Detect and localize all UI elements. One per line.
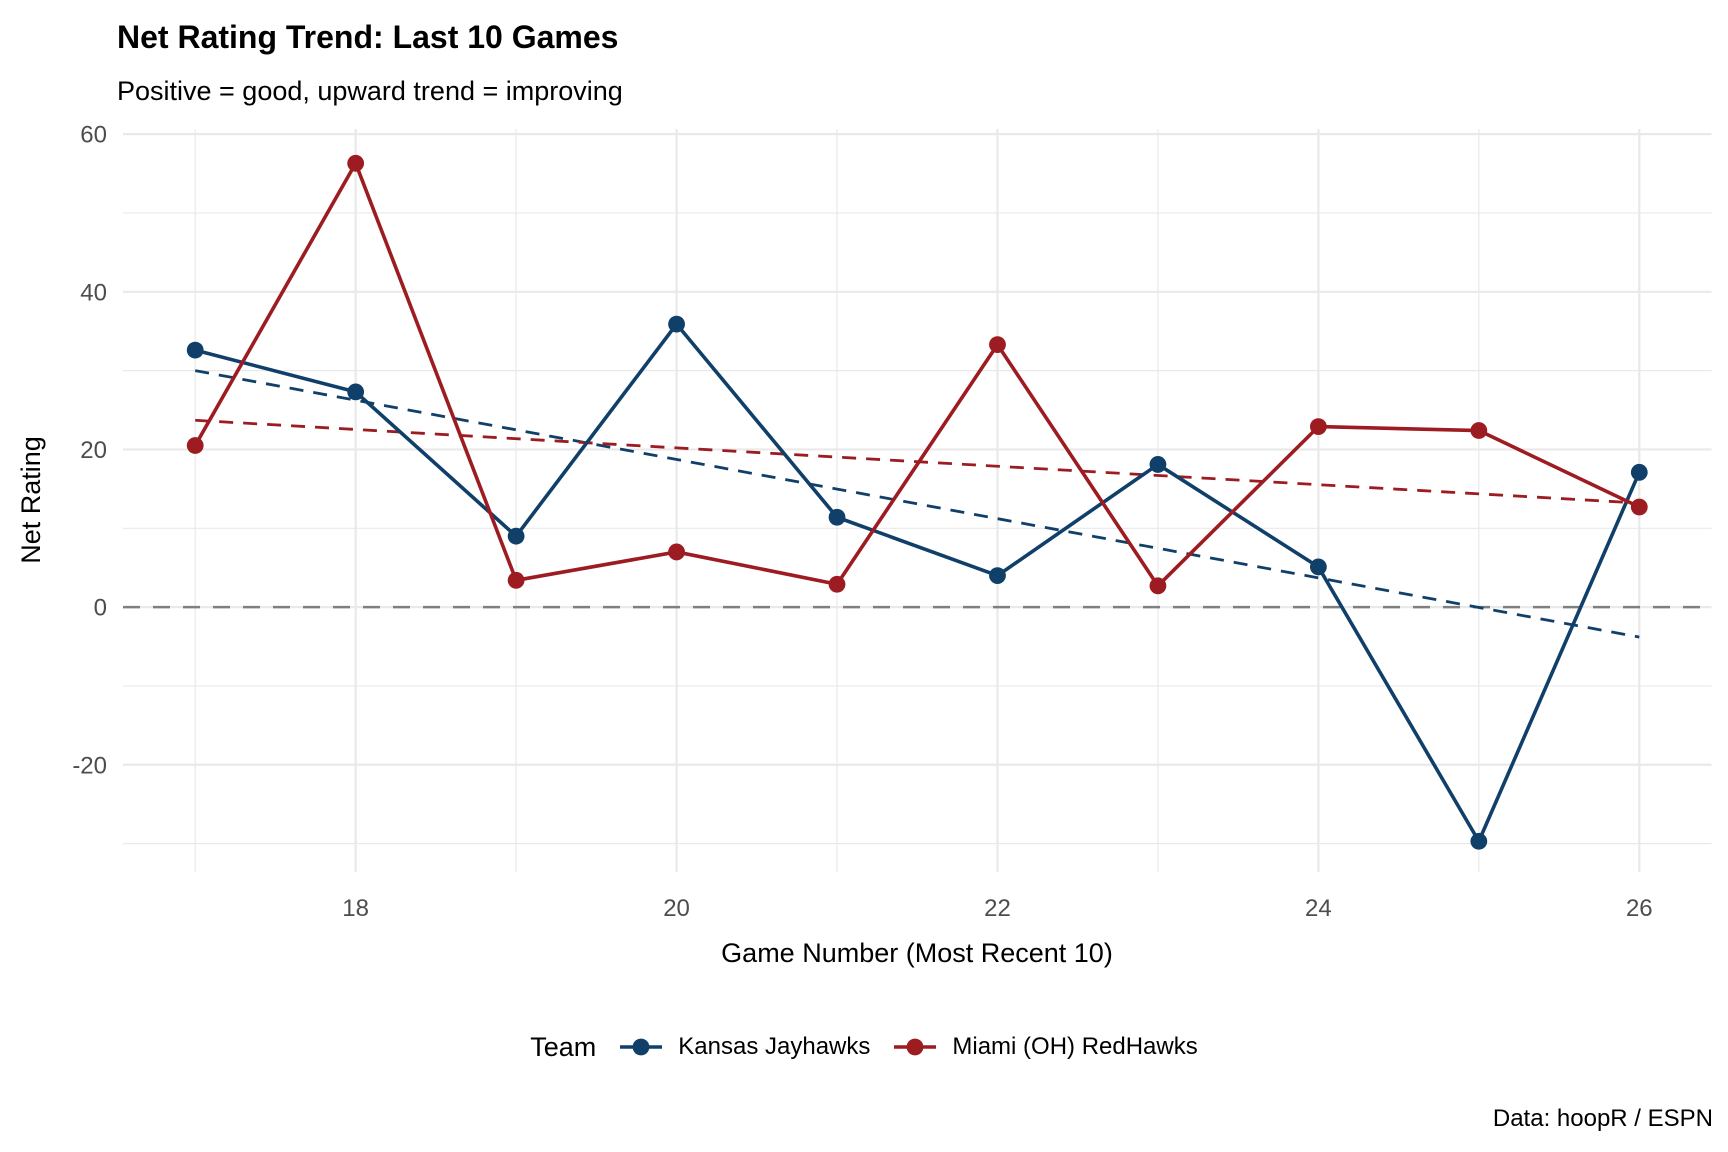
y-tick-label: 40 — [80, 279, 107, 306]
data-point — [828, 575, 846, 593]
data-point — [1630, 463, 1648, 481]
legend-title: Team — [530, 1031, 597, 1062]
trend-line — [194, 369, 1640, 639]
minor-gridlines — [123, 129, 1712, 872]
chart-title: Net Rating Trend: Last 10 Games — [117, 19, 618, 55]
legend-label: Miami (OH) RedHawks — [952, 1033, 1198, 1060]
data-point — [1149, 456, 1167, 473]
y-tick-label: 0 — [94, 595, 107, 622]
data-point — [507, 527, 525, 545]
caption: Data: hoopR / ESPN — [1493, 1105, 1713, 1132]
x-tick-label: 24 — [1305, 895, 1332, 922]
data-point — [989, 336, 1006, 354]
data-point — [186, 437, 204, 454]
series-line — [193, 322, 1642, 844]
y-tick-label: -20 — [72, 752, 107, 779]
legend-key-point — [632, 1038, 650, 1056]
x-axis-tick-labels: 18 20 22 24 26 — [342, 895, 1652, 922]
data-point — [828, 508, 846, 526]
x-tick-label: 18 — [342, 895, 369, 922]
legend-label: Kansas Jayhawks — [678, 1033, 871, 1060]
legend-key-point — [906, 1038, 924, 1056]
series-lines — [193, 161, 1642, 844]
data-point — [507, 571, 525, 589]
data-point — [1309, 418, 1327, 435]
data-point — [1149, 577, 1167, 595]
series-line — [193, 161, 1642, 588]
data-point — [347, 383, 365, 401]
data-point — [347, 154, 365, 172]
trend-lines — [194, 369, 1640, 639]
x-axis-title: Game Number (Most Recent 10) — [721, 938, 1113, 968]
data-point — [1630, 498, 1648, 516]
series-points — [186, 154, 1648, 850]
x-tick-label: 22 — [984, 895, 1011, 922]
legend-item: Kansas Jayhawks — [618, 1029, 870, 1065]
legend-key-icon — [894, 1038, 937, 1056]
data-point — [1470, 422, 1488, 439]
y-axis-title: Net Rating — [16, 436, 46, 564]
data-point — [668, 543, 685, 561]
legend: Team Kansas Jayhawks Miami (OH) RedHawks — [0, 1022, 1728, 1072]
data-point — [989, 567, 1006, 584]
data-point — [186, 341, 204, 359]
y-tick-label: 20 — [80, 437, 107, 464]
y-axis-tick-labels: 60 40 20 0 -20 — [72, 122, 107, 780]
legend-item: Miami (OH) RedHawks — [892, 1029, 1198, 1065]
y-tick-label: 60 — [80, 122, 107, 149]
chart-subtitle: Positive = good, upward trend = improvin… — [117, 76, 623, 106]
data-point — [1309, 558, 1327, 576]
major-gridlines — [123, 129, 1712, 872]
x-tick-label: 26 — [1626, 895, 1653, 922]
data-point — [1470, 832, 1488, 850]
legend-key-icon — [620, 1038, 663, 1056]
x-tick-label: 20 — [663, 895, 690, 922]
data-point — [668, 315, 685, 333]
